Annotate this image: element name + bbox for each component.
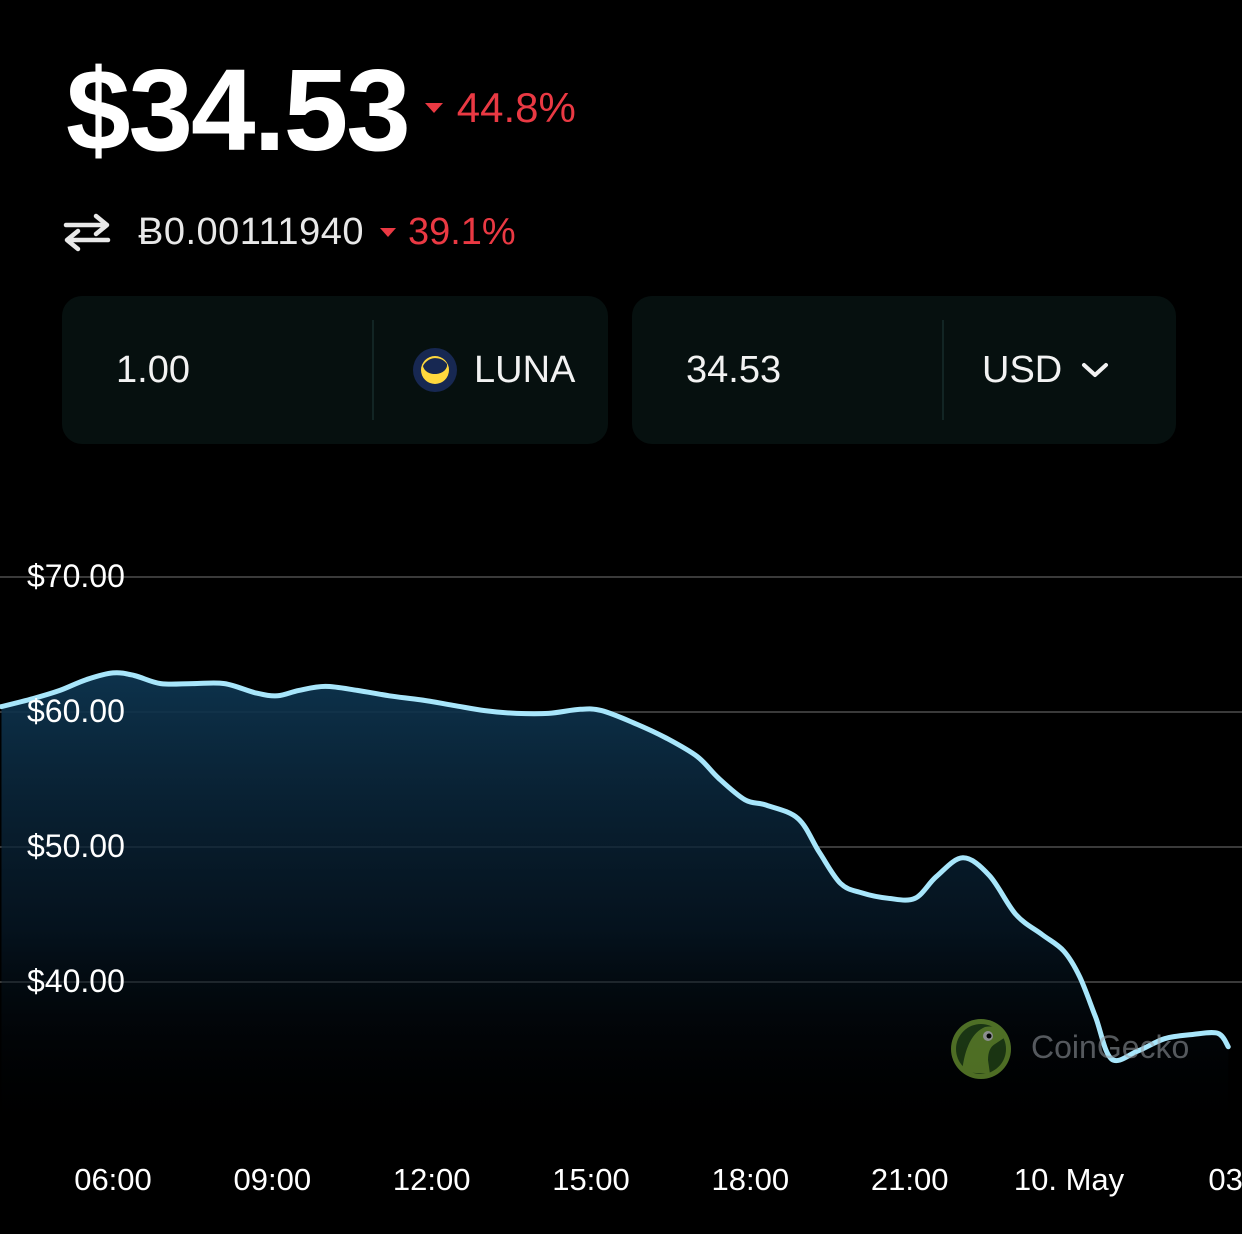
x-tick-label: 03: <box>1208 1162 1242 1197</box>
x-tick-label: 18:00 <box>712 1162 790 1197</box>
price-chart[interactable]: $70.00 $60.00 $50.00 $40.00 06:00 09:00 12:00… <box>0 460 1242 1234</box>
x-tick-label: 12:00 <box>393 1162 471 1197</box>
to-currency-label: USD <box>982 348 1063 391</box>
converter-to: 34.53 USD <box>632 296 1176 444</box>
x-tick-label: 06:00 <box>74 1162 152 1197</box>
price-area-fill <box>1 672 1229 1140</box>
from-coin-symbol: LUNA <box>474 348 576 391</box>
triangle-down-icon <box>424 103 443 113</box>
btc-price: Ƀ0.00111940 <box>138 210 364 253</box>
converter-divider <box>372 320 374 420</box>
x-tick-label: 15:00 <box>552 1162 630 1197</box>
y-tick-label: $50.00 <box>27 828 125 864</box>
chevron-down-icon <box>1082 363 1109 377</box>
price-change-24h: 44.8% <box>424 83 576 133</box>
to-currency-dropdown[interactable]: USD <box>944 349 1110 392</box>
converter-from: 1.00 LUNA <box>62 296 608 444</box>
btc-price-change: 39.1% <box>379 210 516 254</box>
price-line <box>0 670 1231 1064</box>
btc-price-row: Ƀ0.00111940 39.1% <box>62 200 516 264</box>
converter-divider <box>942 320 944 420</box>
from-coin-selector[interactable]: LUNA <box>374 347 575 393</box>
btc-change-value: 39.1% <box>407 210 516 253</box>
y-tick-label: $40.00 <box>27 963 125 999</box>
coingecko-gecko-icon <box>951 1019 1011 1079</box>
price-change-value: 44.8% <box>456 84 576 131</box>
y-tick-label: $70.00 <box>27 558 125 594</box>
luna-coin-icon <box>413 348 457 392</box>
x-tick-label: 10. May <box>1014 1162 1125 1197</box>
x-tick-label: 09:00 <box>234 1162 312 1197</box>
x-tick-label: 21:00 <box>871 1162 949 1197</box>
watermark-text: CoinGecko <box>1031 1029 1189 1065</box>
current-price: $34.53 <box>66 45 411 175</box>
from-amount-input[interactable]: 1.00 <box>116 348 190 391</box>
price-header: $34.53 44.8% <box>66 40 576 180</box>
to-amount-input[interactable]: 34.53 <box>686 348 782 391</box>
coingecko-watermark: CoinGecko <box>951 1019 1189 1079</box>
triangle-down-icon <box>379 227 396 237</box>
y-tick-label: $60.00 <box>27 693 125 729</box>
swap-arrows-icon[interactable] <box>62 212 112 252</box>
